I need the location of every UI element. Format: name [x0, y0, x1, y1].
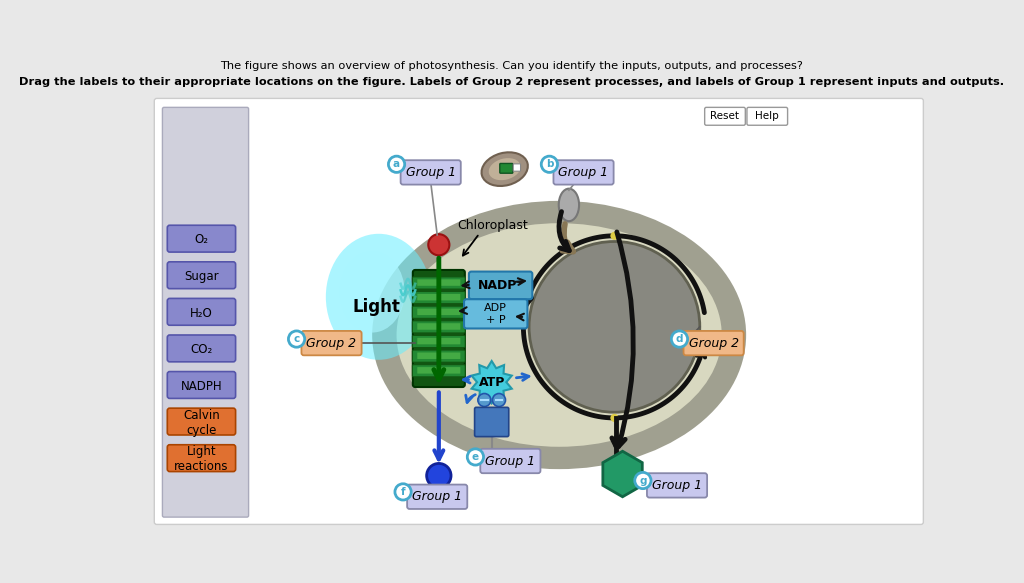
Ellipse shape — [372, 201, 746, 469]
Text: Reset: Reset — [711, 111, 739, 121]
FancyBboxPatch shape — [513, 164, 520, 171]
Text: Group 1: Group 1 — [406, 166, 456, 179]
Ellipse shape — [559, 189, 579, 221]
Ellipse shape — [488, 158, 520, 180]
FancyBboxPatch shape — [746, 107, 787, 125]
Text: O₂: O₂ — [195, 233, 209, 247]
FancyBboxPatch shape — [469, 272, 532, 299]
Text: Help: Help — [756, 111, 779, 121]
FancyBboxPatch shape — [413, 306, 465, 318]
Text: Group 2: Group 2 — [306, 336, 356, 350]
Ellipse shape — [396, 223, 722, 447]
FancyBboxPatch shape — [418, 308, 461, 315]
Text: NADP⁺: NADP⁺ — [477, 279, 523, 292]
FancyBboxPatch shape — [418, 294, 461, 300]
Text: Group 1: Group 1 — [412, 490, 462, 503]
FancyBboxPatch shape — [413, 270, 465, 387]
Text: d: d — [676, 334, 683, 344]
Text: Group 1: Group 1 — [485, 455, 536, 468]
FancyBboxPatch shape — [464, 299, 527, 328]
Circle shape — [428, 234, 450, 255]
FancyBboxPatch shape — [647, 473, 708, 497]
FancyBboxPatch shape — [167, 371, 236, 398]
FancyBboxPatch shape — [167, 408, 236, 435]
FancyBboxPatch shape — [163, 107, 249, 517]
Ellipse shape — [340, 251, 404, 332]
Text: ATP: ATP — [478, 375, 505, 389]
Circle shape — [529, 241, 699, 412]
Text: Calvin
cycle: Calvin cycle — [183, 409, 220, 437]
Text: Sugar: Sugar — [184, 270, 219, 283]
Text: The figure shows an overview of photosynthesis. Can you identify the inputs, out: The figure shows an overview of photosyn… — [220, 61, 804, 71]
Circle shape — [388, 156, 404, 173]
Text: e: e — [472, 452, 479, 462]
Text: g: g — [639, 476, 646, 486]
Text: Light: Light — [352, 297, 400, 315]
FancyBboxPatch shape — [167, 298, 236, 325]
Circle shape — [542, 156, 557, 173]
Text: Group 1: Group 1 — [558, 166, 608, 179]
Text: H₂O: H₂O — [190, 307, 213, 319]
FancyBboxPatch shape — [474, 408, 509, 437]
Circle shape — [467, 449, 483, 465]
Text: f: f — [400, 487, 406, 497]
Text: a: a — [393, 159, 400, 169]
Text: Light
reactions: Light reactions — [174, 445, 228, 473]
Circle shape — [289, 331, 305, 347]
FancyBboxPatch shape — [418, 367, 461, 374]
Ellipse shape — [326, 234, 431, 360]
FancyBboxPatch shape — [413, 335, 465, 347]
Text: Drag the labels to their appropriate locations on the figure. Labels of Group 2 : Drag the labels to their appropriate loc… — [19, 78, 1005, 87]
Text: CO₂: CO₂ — [190, 343, 213, 356]
FancyBboxPatch shape — [155, 99, 924, 525]
FancyBboxPatch shape — [418, 338, 461, 345]
FancyBboxPatch shape — [705, 107, 745, 125]
Text: b: b — [546, 159, 553, 169]
FancyBboxPatch shape — [413, 321, 465, 333]
Ellipse shape — [481, 152, 527, 186]
FancyBboxPatch shape — [500, 163, 513, 173]
Text: c: c — [294, 334, 300, 344]
FancyBboxPatch shape — [413, 365, 465, 377]
Text: Group 2: Group 2 — [688, 336, 738, 350]
FancyBboxPatch shape — [167, 445, 236, 472]
Text: NADPH: NADPH — [180, 380, 222, 393]
Circle shape — [635, 472, 651, 489]
Text: Chloroplast: Chloroplast — [457, 219, 527, 232]
Circle shape — [493, 394, 506, 406]
Circle shape — [427, 463, 451, 488]
FancyBboxPatch shape — [301, 331, 361, 355]
Circle shape — [478, 394, 490, 406]
FancyBboxPatch shape — [413, 292, 465, 304]
Circle shape — [672, 331, 687, 347]
Text: Group 1: Group 1 — [652, 479, 702, 492]
FancyBboxPatch shape — [413, 350, 465, 362]
Text: ADP
+ P: ADP + P — [484, 303, 507, 325]
FancyBboxPatch shape — [418, 353, 461, 359]
Circle shape — [610, 232, 618, 240]
FancyBboxPatch shape — [167, 262, 236, 289]
FancyBboxPatch shape — [413, 277, 465, 289]
FancyBboxPatch shape — [400, 160, 461, 185]
FancyBboxPatch shape — [167, 225, 236, 252]
Circle shape — [395, 484, 412, 500]
Polygon shape — [603, 451, 642, 497]
FancyBboxPatch shape — [418, 279, 461, 286]
FancyBboxPatch shape — [480, 449, 541, 473]
FancyBboxPatch shape — [418, 323, 461, 330]
FancyBboxPatch shape — [684, 331, 743, 355]
Circle shape — [610, 414, 618, 422]
FancyBboxPatch shape — [553, 160, 613, 185]
FancyBboxPatch shape — [408, 484, 467, 509]
Polygon shape — [472, 361, 512, 403]
FancyBboxPatch shape — [167, 335, 236, 362]
FancyBboxPatch shape — [96, 55, 928, 528]
